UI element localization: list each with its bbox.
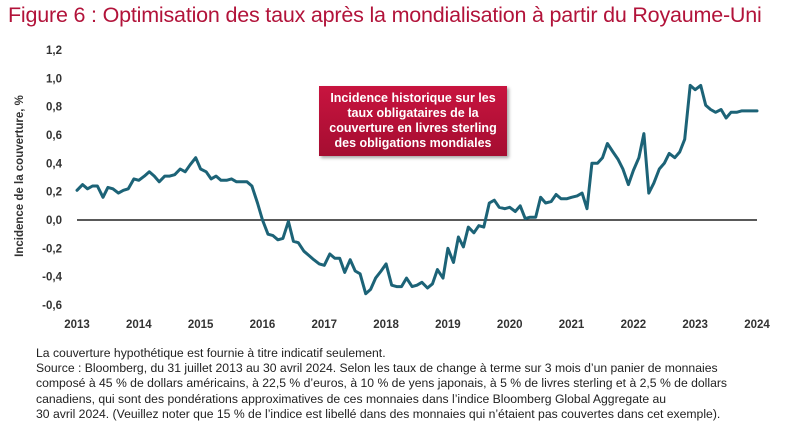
- note-line-4: canadiens, qui sont des pondérations app…: [36, 391, 667, 406]
- x-tick-label: 2016: [250, 319, 276, 331]
- x-tick-label: 2018: [373, 319, 399, 331]
- x-tick-label: 2014: [126, 319, 152, 331]
- x-tick-label: 2021: [559, 319, 585, 331]
- y-tick-label: -0,4: [42, 272, 62, 284]
- x-tick-label: 2023: [682, 319, 708, 331]
- x-tick-label: 2020: [497, 319, 523, 331]
- y-tick-label: -0,6: [42, 300, 62, 312]
- y-tick-label: 1,0: [46, 73, 62, 85]
- y-tick-label: 0,8: [46, 102, 63, 114]
- series-line: [75, 83, 759, 296]
- x-tick-label: 2013: [64, 319, 90, 331]
- chart-notes: La couverture hypothétique est fournie à…: [36, 346, 796, 422]
- x-tick-label: 2019: [435, 319, 461, 331]
- chart-title: Figure 6 : Optimisation des taux après l…: [8, 3, 762, 27]
- y-tick-label: 0,6: [46, 130, 62, 142]
- y-axis-ticks: -0,6 -0,4 -0,2 0,0 0,2 0,4 0,6 0,8 1,0 1,2: [42, 45, 62, 312]
- note-line-2: Source : Bloomberg, du 31 juillet 2013 a…: [36, 361, 718, 376]
- annotation-box: Incidence historique sur les taux obliga…: [319, 86, 507, 156]
- chart-svg: -0,6-0,4-0,20,00,20,40,60,81,01,2 2013 20…: [42, 45, 770, 331]
- x-tick-label: 2024: [744, 319, 770, 331]
- note-line-5: 30 avril 2024. (Veuillez noter que 15 % …: [36, 406, 721, 421]
- y-tick-label: 0,2: [46, 187, 62, 199]
- note-line-1: La couverture hypothétique est fournie à…: [36, 346, 386, 360]
- x-tick-label: 2015: [188, 319, 214, 331]
- annotation-text: Incidence historique sur les taux obliga…: [329, 91, 497, 150]
- y-axis-label: Incidence de la couverture, %: [14, 95, 26, 257]
- x-tick-label: 2017: [311, 319, 337, 331]
- note-line-3: composé à 45 % de dollars américains, à …: [36, 376, 728, 391]
- x-tick-label: 2022: [621, 319, 647, 331]
- y-tick-label: -0,2: [42, 243, 62, 255]
- y-tick-label: 1,2: [46, 45, 62, 57]
- x-axis-ticks: 2013 2014 2015 2016 2017 2018 2019 2020 2021 2022…: [64, 319, 770, 331]
- y-tick-label: 0,0: [46, 215, 62, 227]
- y-tick-label: 0,4: [46, 158, 63, 170]
